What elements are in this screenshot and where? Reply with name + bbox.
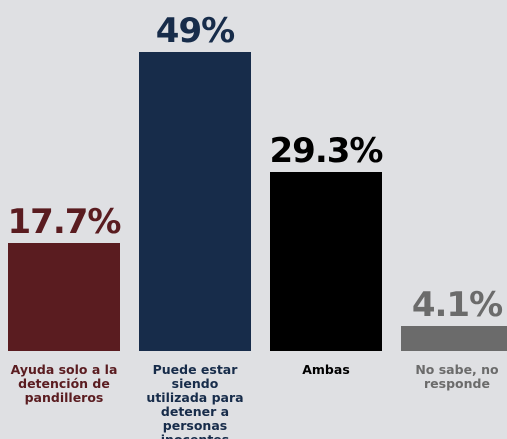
data-label-4: 4.1% (411, 284, 503, 325)
bar-1 (8, 242, 120, 351)
bar-3 (270, 172, 382, 351)
data-label-2: 49% (155, 11, 235, 51)
category-label-3: Ambas (302, 362, 350, 377)
category-label-4: No sabe, no responde (415, 362, 499, 391)
data-label-3: 29.3% (269, 131, 384, 172)
data-label-1: 17.7% (7, 201, 122, 242)
bar-4 (401, 325, 507, 351)
category-label-2: Puede estar siendo utilizada para detene… (146, 362, 244, 439)
category-label-1: Ayuda solo a la detención de pandilleros (10, 362, 118, 405)
bar-2 (139, 52, 251, 351)
